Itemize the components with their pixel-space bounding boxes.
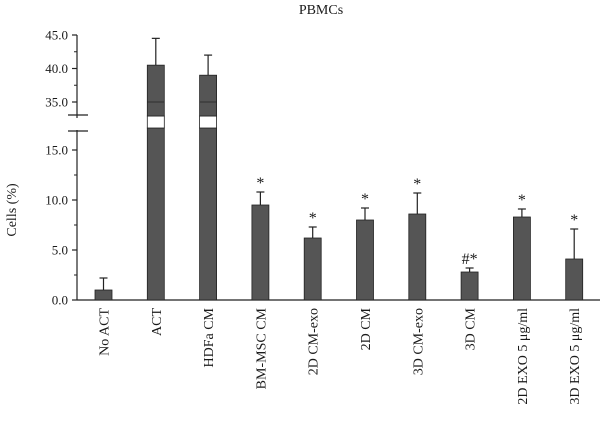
x-tick-label: 3D EXO 5 μg/ml <box>568 308 583 405</box>
bar <box>251 204 270 301</box>
chart-title: PBMCs <box>299 3 343 18</box>
significance-marker: * <box>570 212 578 229</box>
x-tick-label: 3D CM <box>464 307 479 350</box>
y-axis-label: Cells (%) <box>5 183 20 237</box>
x-tick-label: 2D CM <box>359 307 374 350</box>
bar <box>94 289 113 301</box>
y-tick-label: 40.0 <box>45 61 68 76</box>
bar-lower-segment <box>199 127 218 301</box>
y-tick-label: 15.0 <box>45 143 68 158</box>
bar <box>356 219 374 301</box>
significance-marker: * <box>413 176 421 193</box>
x-tick-label: 3D CM-exo <box>411 308 426 375</box>
x-tick-label: ACT <box>150 308 165 336</box>
bar-break-gap <box>146 115 165 129</box>
bar <box>408 213 427 301</box>
labels: No ACT ACT HDFa CM * BM-MSC CM * 2D CM-exo * 2D … <box>98 175 584 405</box>
y-tick-label: 0.0 <box>52 293 68 308</box>
x-tick-label: HDFa CM <box>202 307 217 367</box>
significance-marker: #* <box>462 251 478 268</box>
significance-marker: * <box>361 191 369 208</box>
bar-break-gap <box>199 115 218 129</box>
significance-marker: * <box>518 192 526 209</box>
x-tick-label: 2D CM-exo <box>307 308 322 375</box>
x-tick-label: BM-MSC CM <box>254 307 269 389</box>
bar <box>513 216 531 301</box>
bar <box>303 237 322 301</box>
x-tick-label: No ACT <box>98 308 113 356</box>
bar <box>565 258 584 301</box>
bars <box>94 37 584 301</box>
bar-upper-segment <box>199 74 218 117</box>
bar <box>460 271 479 301</box>
y-tick-label: 5.0 <box>52 243 68 258</box>
bar-lower-segment <box>146 127 165 301</box>
y-tick-label: 10.0 <box>45 193 68 208</box>
y-tick-label: 45.0 <box>45 28 68 43</box>
bar-upper-segment <box>146 64 165 117</box>
x-tick-label: 2D EXO 5 μg/ml <box>516 308 531 405</box>
significance-marker: * <box>256 175 264 192</box>
y-tick-label: 35.0 <box>45 95 68 110</box>
significance-marker: * <box>309 210 317 227</box>
